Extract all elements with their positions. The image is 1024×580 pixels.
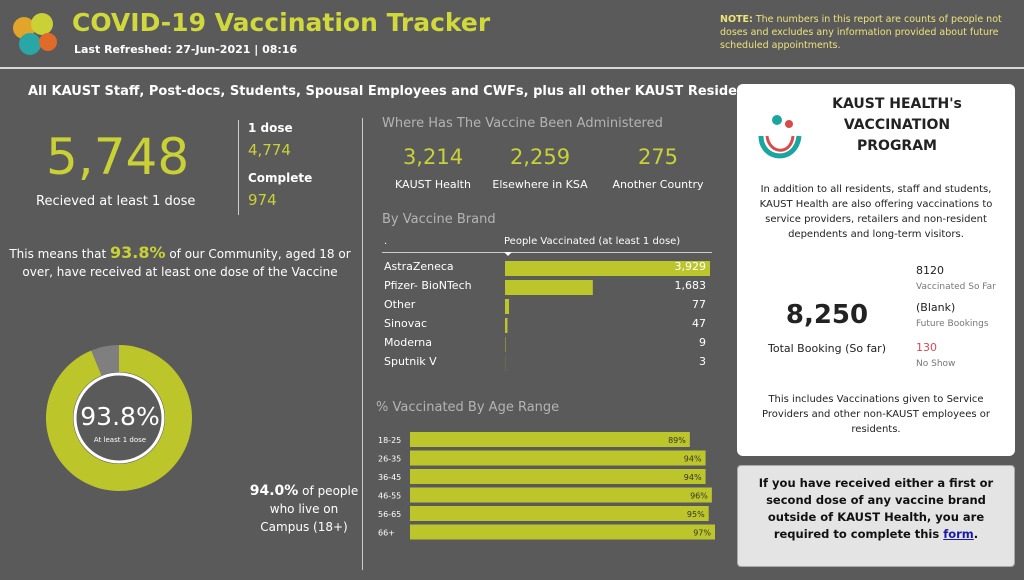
row-label: 66+ (378, 529, 395, 538)
pct: 94.0% (249, 483, 299, 499)
program-footer: This includes Vaccinations given to Serv… (762, 394, 990, 435)
row-label: Other (384, 298, 416, 311)
row-label: 18-25 (378, 436, 401, 445)
bar (410, 506, 709, 521)
where-label: Elsewhere in KSA (492, 178, 588, 191)
program-card: KAUST HEALTH's VACCINATION PROGRAM In ad… (737, 84, 1015, 456)
future-label: Future Bookings (916, 319, 989, 329)
where-value: 2,259 (509, 145, 571, 169)
brand-title: By Vaccine Brand (382, 212, 496, 227)
bar (410, 469, 706, 484)
value-label: 95% (687, 510, 705, 519)
text: of our Community, aged 18 or over, have … (22, 247, 351, 279)
row-label: 36-45 (378, 473, 401, 482)
text: If you have received either a first or s… (758, 476, 994, 541)
column-header: People Vaccinated (at least 1 dose) (504, 236, 681, 247)
value-label: 96% (690, 492, 708, 501)
value-label: 3,929 (675, 260, 707, 273)
note-text: The numbers in this report are counts of… (720, 14, 1002, 51)
no-show: 130 (916, 341, 937, 354)
text: . (973, 527, 979, 541)
total-value: 5,748 (46, 128, 190, 186)
program-title: KAUST HEALTH's VACCINATION PROGRAM (832, 96, 962, 154)
value-label: 47 (692, 317, 706, 330)
total-label: Recieved at least 1 dose (36, 194, 196, 209)
donut-segment (45, 345, 192, 491)
dose1-label: 1 dose (248, 121, 293, 135)
row-label: 56-65 (378, 510, 401, 519)
divider (0, 67, 1024, 69)
row-label: Sputnik V (384, 355, 437, 368)
value-label: 77 (692, 298, 706, 311)
where-label: KAUST Health (395, 178, 471, 191)
row-label: Pfizer- BioNTech (384, 279, 472, 292)
complete-value: 974 (248, 191, 277, 209)
text: people who live on Campus (18+) (260, 484, 359, 534)
text: of (302, 484, 314, 498)
community-text: This means that 93.8% of our Community, … (4, 244, 356, 281)
donut-caption: At least 1 dose (93, 436, 147, 444)
bar (410, 487, 712, 503)
column-header: . (384, 236, 388, 247)
value-label: 94% (684, 455, 702, 464)
total-booking: 8,250 (785, 300, 869, 330)
title: COVID-19 Vaccination Tracker (72, 8, 491, 37)
note: NOTE: The numbers in this report are cou… (720, 13, 1010, 52)
program-text: In addition to all residents, staff and … (759, 184, 993, 240)
campus-text: 94.0% of people who live on Campus (18+) (246, 482, 362, 536)
divider (238, 120, 239, 215)
row-label: Sinovac (384, 317, 427, 330)
donut-hole-ring (73, 372, 165, 464)
note-label: NOTE: (720, 14, 753, 25)
no-show-label: No Show (916, 359, 956, 369)
value-label: 9 (699, 336, 706, 349)
donut-center: 93.8% (80, 402, 160, 431)
age-chart: 18-25 89% 26-35 94% 36-45 94% 46-55 96% 56-65 95%… (378, 432, 715, 540)
value-label: 3 (699, 355, 706, 368)
value-label: 97% (693, 529, 711, 538)
bar (410, 432, 690, 447)
bar (505, 299, 510, 314)
subtitle: All KAUST Staff, Post-docs, Students, Sp… (28, 84, 761, 99)
where-value: 275 (637, 145, 679, 169)
bar (505, 318, 508, 333)
donut-segment (91, 345, 119, 376)
age-title: % Vaccinated By Age Range (376, 400, 560, 415)
value-label: 94% (684, 473, 702, 482)
refreshed: Last Refreshed: 27-Jun-2021 | 08:16 (74, 43, 298, 56)
row-label: 46-55 (378, 492, 401, 501)
bar (410, 450, 706, 466)
divider (362, 118, 363, 570)
info-box: If you have received either a first or s… (737, 465, 1015, 567)
value-label: 89% (668, 436, 686, 445)
where-label: Another Country (612, 178, 704, 191)
value-label: 1,683 (675, 279, 707, 292)
vaccinated: 8120 (916, 264, 944, 277)
health-logo (758, 115, 802, 159)
row-label: 26-35 (378, 455, 401, 464)
pct: 93.8% (109, 243, 166, 262)
total-booking-label: Total Booking (So far) (768, 342, 886, 355)
future: (Blank) (916, 301, 956, 314)
donut-chart (45, 345, 192, 491)
where-title: Where Has The Vaccine Been Administered (382, 116, 663, 131)
bar (505, 261, 710, 276)
brand-chart: AstraZeneca 3,929 Pfizer- BioNTech 1,683 Oth… (384, 252, 710, 371)
row-label: AstraZeneca (384, 260, 454, 273)
row-label: Moderna (384, 336, 432, 349)
header-rule (382, 252, 712, 253)
complete-label: Complete (248, 171, 313, 185)
bar (410, 524, 715, 540)
text: This means that (9, 247, 107, 261)
vaccinated-label: Vaccinated So Far (916, 282, 996, 292)
dose1-value: 4,774 (248, 141, 291, 159)
form-link[interactable]: form (943, 527, 974, 541)
info-text: If you have received either a first or s… (746, 475, 1006, 543)
where-value: 3,214 (402, 145, 464, 169)
logo (13, 13, 57, 55)
bar (505, 280, 593, 295)
sort-marker (504, 252, 512, 256)
